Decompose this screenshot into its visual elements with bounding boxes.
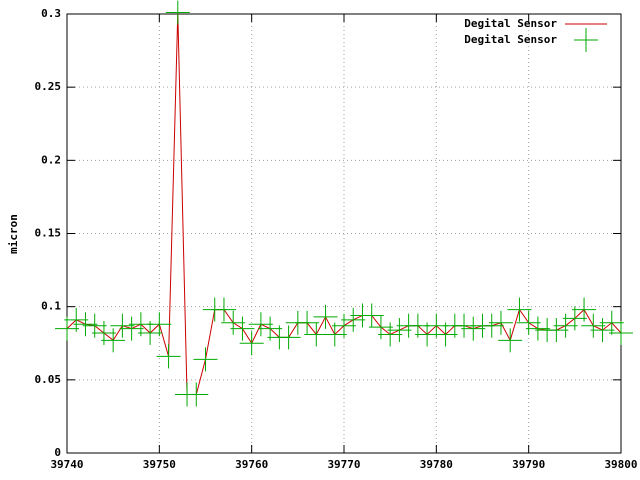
x-tick-label: 39800 bbox=[604, 458, 637, 471]
x-tick-label: 39780 bbox=[420, 458, 453, 471]
data-point bbox=[461, 316, 486, 341]
data-point bbox=[387, 318, 412, 343]
data-point bbox=[248, 312, 273, 337]
x-tick-label: 39790 bbox=[512, 458, 545, 471]
data-point bbox=[609, 321, 633, 346]
data-point bbox=[507, 297, 532, 322]
x-tick-label: 39760 bbox=[235, 458, 268, 471]
data-point bbox=[516, 310, 541, 335]
data-point bbox=[239, 331, 264, 356]
data-point bbox=[295, 310, 320, 335]
data-point bbox=[55, 316, 79, 341]
data-point bbox=[562, 306, 587, 331]
y-tick-label: 0.2 bbox=[41, 153, 61, 166]
data-point bbox=[138, 321, 163, 346]
data-point bbox=[165, 0, 190, 25]
data-point bbox=[119, 316, 144, 341]
data-point bbox=[378, 322, 403, 347]
y-tick-label: 0.05 bbox=[35, 373, 62, 386]
x-tick-label: 39770 bbox=[327, 458, 360, 471]
legend-label: Degital Sensor bbox=[464, 33, 557, 46]
data-point bbox=[221, 310, 246, 335]
data-point bbox=[322, 322, 347, 347]
data-point bbox=[599, 310, 624, 335]
data-point bbox=[82, 313, 107, 338]
data-point bbox=[193, 347, 218, 372]
x-tick-label: 39740 bbox=[50, 458, 83, 471]
y-axis-label: micron bbox=[7, 214, 20, 254]
data-point bbox=[91, 321, 116, 346]
data-point bbox=[258, 316, 283, 341]
x-tick-label: 39750 bbox=[143, 458, 176, 471]
y-tick-label: 0.15 bbox=[35, 227, 62, 240]
data-point bbox=[498, 328, 523, 353]
data-point bbox=[433, 322, 458, 347]
data-point bbox=[184, 382, 209, 407]
data-point bbox=[488, 310, 513, 335]
data-point bbox=[332, 313, 356, 338]
data-point bbox=[110, 313, 135, 338]
data-point bbox=[230, 316, 255, 341]
legend-symbol bbox=[574, 28, 598, 52]
y-tick-label: 0 bbox=[54, 446, 61, 459]
data-point bbox=[479, 313, 504, 338]
data-point bbox=[211, 297, 236, 322]
plot-border bbox=[66, 13, 622, 454]
data-point bbox=[156, 344, 181, 369]
data-point bbox=[572, 297, 597, 322]
data-point bbox=[147, 312, 172, 337]
data-point bbox=[64, 307, 89, 332]
data-point bbox=[553, 313, 578, 338]
data-point bbox=[525, 316, 550, 341]
data-point bbox=[341, 307, 366, 332]
data-point bbox=[101, 328, 126, 353]
y-tick-label: 0.1 bbox=[41, 300, 61, 313]
y-tick-label: 0.25 bbox=[35, 80, 62, 93]
data-point bbox=[73, 312, 98, 337]
legend-label: Degital Sensor bbox=[464, 17, 557, 30]
data-point bbox=[544, 318, 569, 343]
data-point bbox=[359, 303, 384, 328]
y-tick-label: 0.3 bbox=[41, 7, 61, 20]
data-point bbox=[276, 325, 301, 350]
data-point bbox=[581, 313, 606, 338]
data-point bbox=[590, 318, 615, 343]
data-point bbox=[313, 304, 338, 329]
data-point bbox=[368, 315, 393, 340]
